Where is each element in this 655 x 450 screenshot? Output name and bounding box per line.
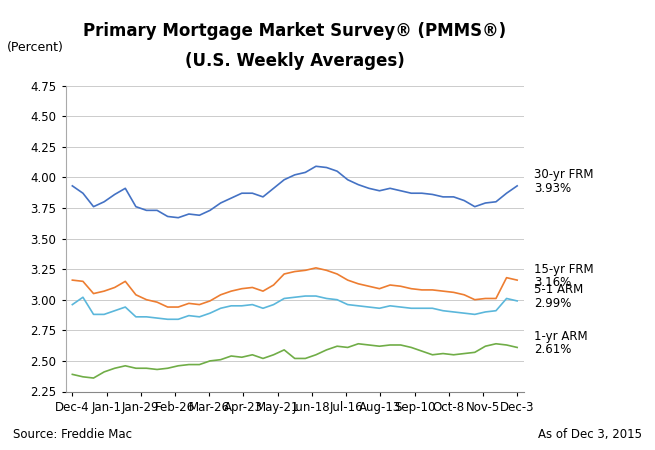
Text: (Percent): (Percent) — [7, 40, 64, 54]
Text: 3.93%: 3.93% — [534, 182, 571, 195]
Text: 2.61%: 2.61% — [534, 343, 571, 356]
Text: 3.16%: 3.16% — [534, 276, 571, 289]
Text: 30-yr FRM: 30-yr FRM — [534, 168, 593, 181]
Text: Primary Mortgage Market Survey® (PMMS®): Primary Mortgage Market Survey® (PMMS®) — [83, 22, 506, 40]
Text: As of Dec 3, 2015: As of Dec 3, 2015 — [538, 428, 642, 441]
Text: 5-1 ARM: 5-1 ARM — [534, 284, 583, 297]
Text: (U.S. Weekly Averages): (U.S. Weekly Averages) — [185, 52, 405, 70]
Text: 15-yr FRM: 15-yr FRM — [534, 263, 593, 275]
Text: Source: Freddie Mac: Source: Freddie Mac — [13, 428, 132, 441]
Text: 2.99%: 2.99% — [534, 297, 571, 310]
Text: 1-yr ARM: 1-yr ARM — [534, 330, 588, 343]
